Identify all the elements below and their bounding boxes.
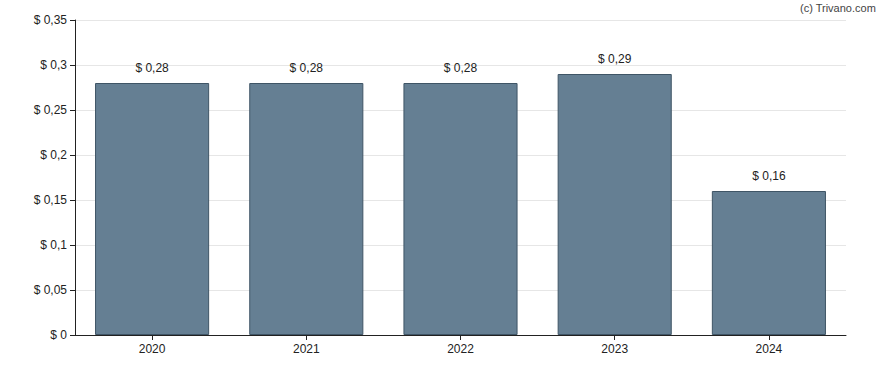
svg-text:2021: 2021: [293, 342, 320, 356]
svg-text:$ 0,28: $ 0,28: [290, 61, 324, 75]
svg-text:$ 0,16: $ 0,16: [752, 169, 786, 183]
svg-text:$ 0,35: $ 0,35: [34, 13, 68, 27]
svg-text:$ 0,2: $ 0,2: [40, 148, 67, 162]
svg-text:2023: 2023: [601, 342, 628, 356]
svg-text:$ 0,28: $ 0,28: [135, 61, 169, 75]
svg-text:$ 0,28: $ 0,28: [444, 61, 478, 75]
svg-text:$ 0,25: $ 0,25: [34, 103, 68, 117]
svg-text:$ 0,29: $ 0,29: [598, 52, 632, 66]
svg-text:2020: 2020: [139, 342, 166, 356]
svg-text:$ 0,15: $ 0,15: [34, 193, 68, 207]
svg-text:(c) Trivano.com: (c) Trivano.com: [800, 2, 876, 14]
svg-text:$ 0,3: $ 0,3: [40, 58, 67, 72]
svg-text:$ 0,05: $ 0,05: [34, 283, 68, 297]
svg-text:$ 0,1: $ 0,1: [40, 238, 67, 252]
svg-text:2024: 2024: [756, 342, 783, 356]
svg-text:$ 0: $ 0: [50, 328, 67, 342]
svg-text:2022: 2022: [447, 342, 474, 356]
